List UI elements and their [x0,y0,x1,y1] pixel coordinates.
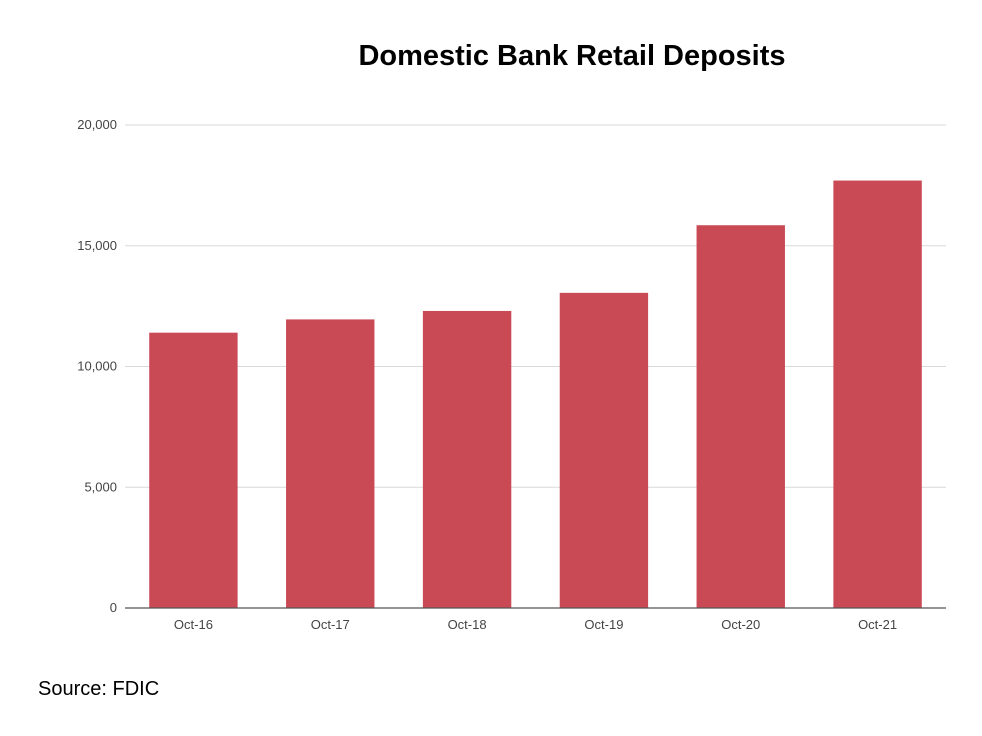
y-tick-label: 5,000 [84,479,117,494]
bar-oct-21 [833,180,922,609]
source-note: Source: FDIC [38,678,160,700]
bar-oct-16 [149,332,238,608]
bar-oct-19 [559,292,649,608]
x-tick-label: Oct-17 [311,617,350,632]
x-tick-label: Oct-18 [448,617,487,632]
x-tick-label: Oct-21 [858,617,897,632]
x-tick-label: Oct-16 [174,617,213,632]
gridlines [125,124,946,488]
chart-title: Domestic Bank Retail Deposits [358,40,786,72]
y-tick-label: 10,000 [77,359,117,374]
y-tick-label: 15,000 [77,238,117,253]
bar-oct-17 [286,319,375,608]
x-axis-ticks: Oct-16 Oct-17 Oct-18 Oct-19 Oct-20 Oct-21 [174,617,897,632]
bar-oct-20 [696,225,785,608]
y-axis-ticks: 0 5,000 10,000 15,000 20,000 [77,117,117,615]
y-tick-label: 20,000 [77,117,117,132]
x-tick-label: Oct-19 [584,617,623,632]
x-tick-label: Oct-20 [721,617,760,632]
bar-oct-18 [422,310,512,608]
y-tick-label: 0 [110,600,117,615]
bars [149,180,922,609]
